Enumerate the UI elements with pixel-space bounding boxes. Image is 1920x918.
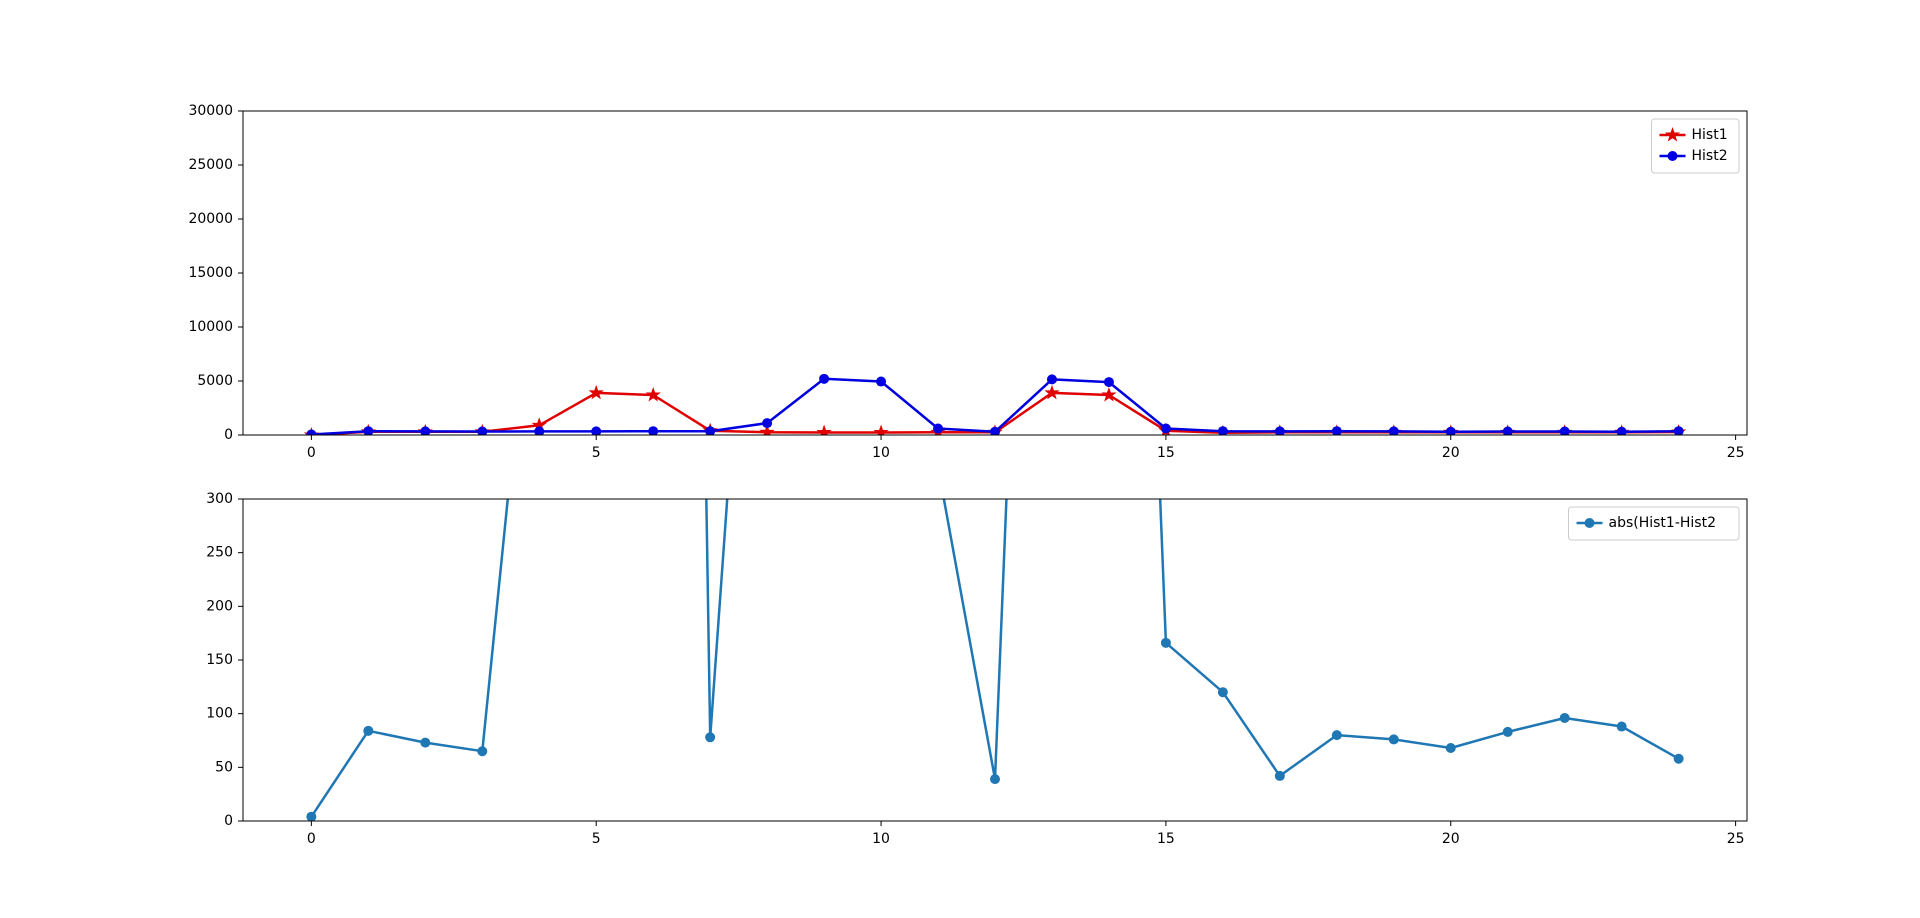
data-point: [1044, 384, 1060, 400]
data-point: [1160, 423, 1171, 434]
y-tick-label: 150: [206, 652, 233, 668]
data-point: [1673, 753, 1684, 764]
data-point: [705, 732, 716, 743]
data-point: [534, 426, 545, 435]
data-point: [1331, 730, 1342, 741]
data-point: [1445, 426, 1456, 435]
data-point: [591, 426, 602, 435]
data-point: [306, 429, 317, 435]
data-point: [1388, 426, 1399, 435]
data-point: [1217, 426, 1228, 435]
x-tick-label: 0: [307, 831, 316, 847]
data-point: [1616, 721, 1627, 732]
data-point: [420, 426, 431, 435]
x-tick-label: 5: [592, 831, 601, 847]
data-point: [816, 424, 832, 435]
y-tick-label: 300: [206, 491, 233, 507]
data-point: [1559, 712, 1570, 723]
data-point: [819, 373, 830, 384]
axes-frame: [242, 498, 1748, 822]
data-point: [1445, 743, 1456, 754]
data-point: [1160, 637, 1171, 648]
data-point: [1274, 426, 1285, 435]
x-tick-label: 15: [1157, 445, 1175, 461]
x-tick-label: 25: [1727, 831, 1745, 847]
data-point: [1101, 386, 1117, 402]
x-tick-label: 20: [1442, 445, 1460, 461]
data-point: [1046, 374, 1057, 385]
y-tick-label: 50: [215, 759, 233, 775]
x-tick-label: 10: [872, 831, 890, 847]
data-point: [990, 426, 1000, 435]
data-point: [1502, 426, 1513, 435]
data-point: [873, 424, 889, 435]
y-tick-label: 5000: [197, 373, 233, 389]
data-point: [306, 811, 317, 821]
data-point: [420, 737, 431, 748]
legend-marker: [1664, 126, 1681, 142]
data-point: [588, 384, 604, 400]
y-tick-label: 0: [224, 427, 233, 443]
y-tick-label: 25000: [188, 157, 233, 173]
data-point: [1217, 687, 1228, 698]
data-point: [645, 386, 661, 402]
data-point: [705, 426, 716, 435]
y-tick-label: 15000: [188, 265, 233, 281]
legend-marker: [1584, 518, 1595, 528]
x-tick-label: 20: [1442, 831, 1460, 847]
data-point: [1502, 726, 1513, 737]
data-point: [477, 746, 488, 757]
data-point: [990, 774, 1000, 785]
data-point: [363, 725, 374, 736]
data-point: [933, 423, 944, 434]
plot-area: [306, 499, 1684, 821]
data-point: [1388, 734, 1399, 745]
data-point: [1331, 426, 1342, 435]
x-tick-label: 5: [592, 445, 601, 461]
y-tick-label: 20000: [188, 211, 233, 227]
y-tick-label: 250: [206, 545, 233, 561]
legend-label: abs(Hist1-Hist2: [1609, 515, 1717, 531]
data-point: [1673, 426, 1684, 435]
data-point: [1559, 426, 1570, 435]
plot-area: [303, 373, 1687, 435]
y-tick-label: 100: [206, 706, 233, 722]
x-tick-label: 0: [307, 445, 316, 461]
x-tick-label: 15: [1157, 831, 1175, 847]
y-tick-label: 30000: [188, 103, 233, 119]
data-point: [876, 376, 887, 387]
legend-box: [1568, 506, 1740, 541]
x-tick-label: 25: [1727, 445, 1745, 461]
axes-frame: [242, 110, 1748, 436]
y-tick-label: 10000: [188, 319, 233, 335]
data-point: [363, 426, 374, 435]
y-tick-label: 200: [206, 598, 233, 614]
legend-marker: [1667, 151, 1678, 161]
x-tick-label: 10: [872, 445, 890, 461]
data-point: [1274, 770, 1285, 781]
data-point: [1616, 426, 1627, 435]
legend-label: Hist1: [1692, 127, 1728, 143]
y-tick-label: 0: [224, 813, 233, 829]
data-point: [1103, 377, 1114, 388]
data-point: [477, 426, 488, 435]
data-point: [648, 426, 659, 435]
data-point: [762, 418, 773, 429]
legend-label: Hist2: [1692, 148, 1728, 164]
